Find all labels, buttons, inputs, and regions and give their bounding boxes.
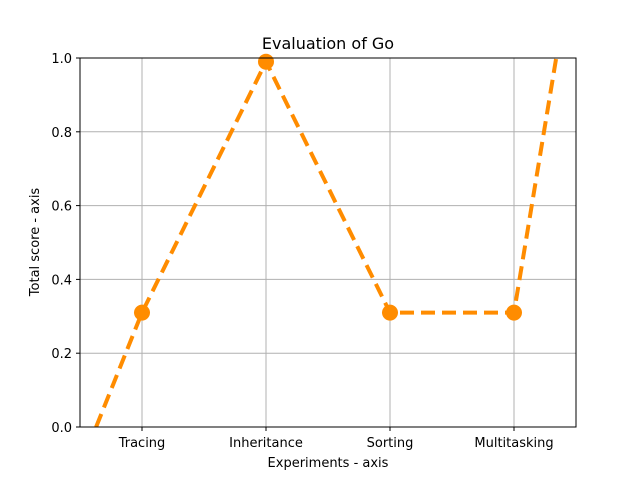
x-tick-label: Tracing	[118, 436, 166, 451]
grid-lines	[80, 57, 576, 428]
y-tick-label: 0.6	[51, 200, 72, 215]
y-tick-label: 0.0	[51, 421, 72, 436]
data-point-marker	[258, 53, 274, 70]
chart-title: Evaluation of Go	[262, 34, 394, 53]
x-axis-label: Experiments - axis	[268, 456, 389, 471]
x-tick-label: Sorting	[367, 436, 414, 451]
data-point-marker	[134, 304, 150, 321]
series-line-path	[94, 58, 559, 427]
plot-frame	[79, 57, 577, 428]
data-point-marker	[506, 304, 522, 321]
x-axis-ticks: Tracing Inheritance Sorting Multitasking	[118, 427, 554, 451]
x-tick-label: Multitasking	[474, 436, 553, 451]
series-line	[94, 53, 559, 427]
y-tick-label: 0.4	[51, 273, 72, 288]
y-axis-ticks: 0.0 0.2 0.4 0.6 0.8 1.0	[51, 52, 80, 436]
y-tick-label: 0.2	[51, 347, 72, 362]
y-axis-label: Total score - axis	[28, 188, 43, 298]
data-point-marker	[382, 304, 398, 321]
y-tick-label: 1.0	[51, 52, 72, 67]
y-tick-label: 0.8	[51, 126, 72, 141]
x-tick-label: Inheritance	[229, 436, 303, 451]
